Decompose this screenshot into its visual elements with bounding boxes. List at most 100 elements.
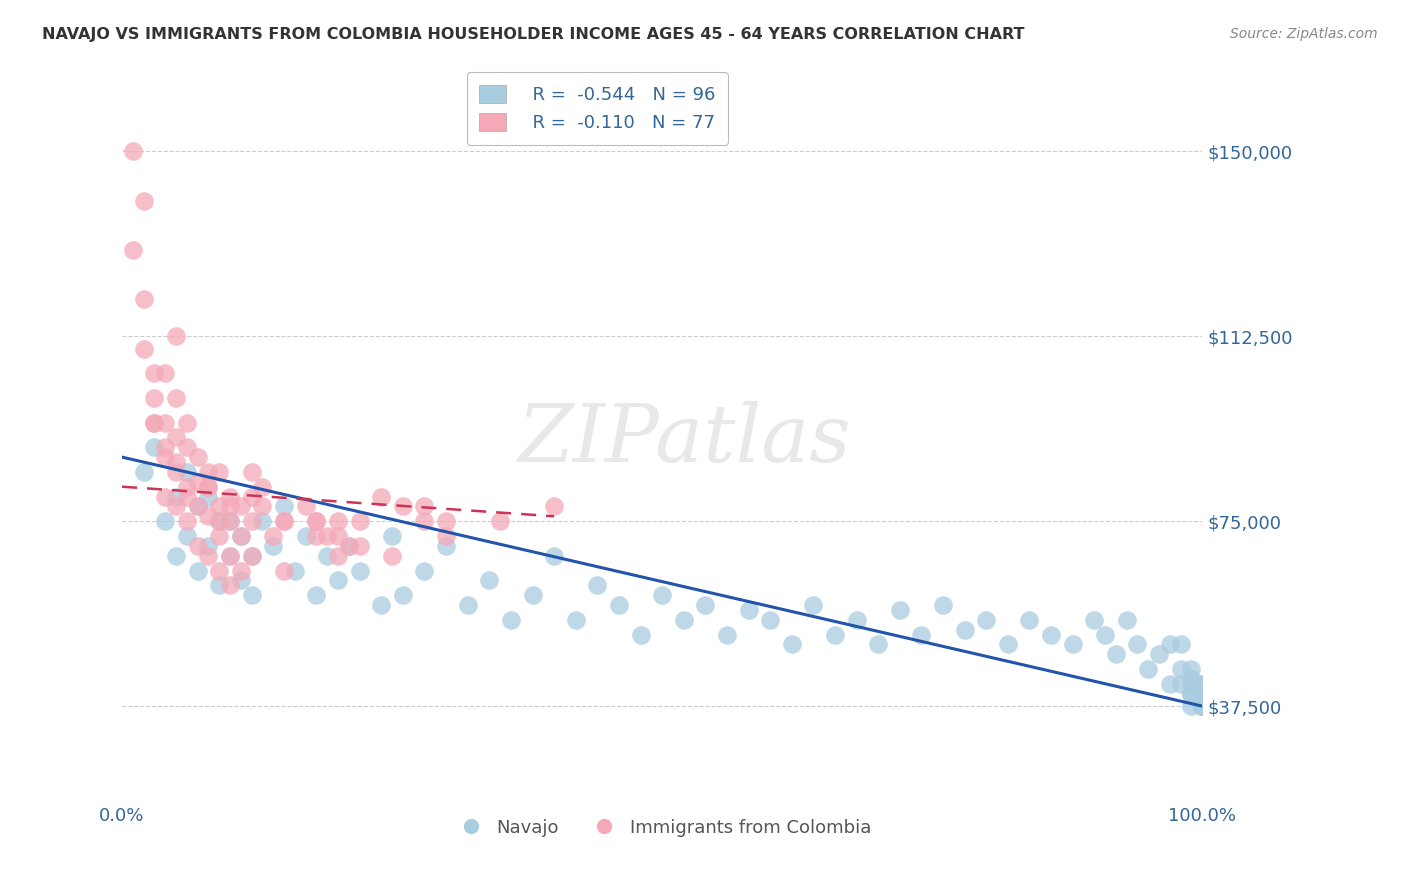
Point — [522, 588, 544, 602]
Point — [155, 366, 177, 380]
Point — [489, 514, 512, 528]
Point — [434, 514, 457, 528]
Point — [381, 529, 404, 543]
Point — [155, 514, 177, 528]
Point — [240, 514, 263, 528]
Point — [176, 416, 198, 430]
Point — [1191, 699, 1213, 714]
Point — [219, 500, 242, 514]
Point — [316, 529, 339, 543]
Point — [208, 514, 231, 528]
Point — [155, 440, 177, 454]
Point — [219, 514, 242, 528]
Text: NAVAJO VS IMMIGRANTS FROM COLOMBIA HOUSEHOLDER INCOME AGES 45 - 64 YEARS CORRELA: NAVAJO VS IMMIGRANTS FROM COLOMBIA HOUSE… — [42, 27, 1025, 42]
Point — [1180, 662, 1202, 676]
Point — [586, 578, 609, 592]
Legend: Navajo, Immigrants from Colombia: Navajo, Immigrants from Colombia — [446, 812, 879, 844]
Point — [1062, 638, 1084, 652]
Point — [434, 529, 457, 543]
Point — [143, 440, 166, 454]
Point — [1191, 699, 1213, 714]
Point — [392, 500, 415, 514]
Point — [337, 539, 360, 553]
Point — [1191, 677, 1213, 691]
Point — [165, 465, 187, 479]
Point — [284, 564, 307, 578]
Point — [176, 514, 198, 528]
Point — [1018, 613, 1040, 627]
Point — [208, 529, 231, 543]
Point — [910, 627, 932, 641]
Point — [1191, 697, 1213, 711]
Point — [370, 598, 392, 612]
Point — [240, 549, 263, 563]
Point — [974, 613, 997, 627]
Point — [165, 391, 187, 405]
Point — [349, 539, 371, 553]
Point — [143, 416, 166, 430]
Point — [1105, 648, 1128, 662]
Point — [543, 549, 565, 563]
Point — [413, 500, 436, 514]
Point — [176, 490, 198, 504]
Point — [294, 529, 316, 543]
Point — [1159, 677, 1181, 691]
Point — [630, 627, 652, 641]
Point — [1094, 627, 1116, 641]
Point — [121, 243, 143, 257]
Point — [132, 342, 155, 356]
Point — [187, 500, 209, 514]
Point — [165, 430, 187, 444]
Point — [176, 480, 198, 494]
Point — [197, 490, 219, 504]
Point — [1191, 699, 1213, 714]
Point — [229, 500, 252, 514]
Point — [294, 500, 316, 514]
Point — [326, 574, 349, 588]
Point — [457, 598, 479, 612]
Point — [1191, 687, 1213, 701]
Point — [413, 514, 436, 528]
Point — [1191, 699, 1213, 714]
Point — [392, 588, 415, 602]
Point — [1170, 677, 1192, 691]
Point — [229, 574, 252, 588]
Point — [197, 480, 219, 494]
Point — [695, 598, 717, 612]
Point — [208, 514, 231, 528]
Point — [997, 638, 1019, 652]
Point — [305, 529, 328, 543]
Point — [801, 598, 824, 612]
Point — [1040, 627, 1063, 641]
Point — [868, 638, 890, 652]
Point — [1180, 677, 1202, 691]
Point — [132, 194, 155, 208]
Text: Source: ZipAtlas.com: Source: ZipAtlas.com — [1230, 27, 1378, 41]
Point — [543, 500, 565, 514]
Point — [219, 514, 242, 528]
Point — [155, 490, 177, 504]
Point — [143, 366, 166, 380]
Point — [187, 450, 209, 464]
Point — [262, 539, 284, 553]
Point — [305, 588, 328, 602]
Point — [219, 549, 242, 563]
Point — [1170, 638, 1192, 652]
Point — [143, 416, 166, 430]
Point — [1191, 687, 1213, 701]
Point — [143, 391, 166, 405]
Point — [651, 588, 673, 602]
Point — [155, 450, 177, 464]
Point — [273, 564, 295, 578]
Point — [716, 627, 738, 641]
Point — [273, 514, 295, 528]
Point — [1180, 672, 1202, 686]
Point — [305, 514, 328, 528]
Point — [413, 564, 436, 578]
Point — [1191, 699, 1213, 714]
Point — [155, 416, 177, 430]
Point — [252, 480, 274, 494]
Point — [132, 465, 155, 479]
Point — [1191, 687, 1213, 701]
Point — [953, 623, 976, 637]
